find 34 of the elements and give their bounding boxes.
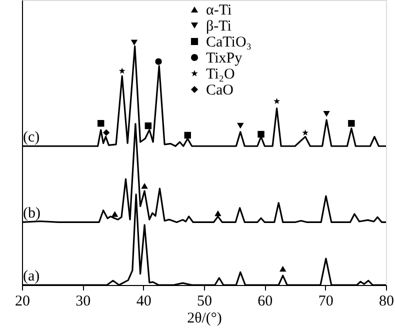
point xyxy=(130,40,138,46)
legend-label: CaO xyxy=(206,82,234,98)
point xyxy=(144,122,152,130)
point xyxy=(302,129,308,136)
legend-label: CaTiO₃ xyxy=(206,34,252,50)
point xyxy=(258,130,264,138)
point xyxy=(118,68,126,74)
point xyxy=(274,98,280,104)
annotation: (b) xyxy=(23,206,40,222)
point xyxy=(184,132,191,139)
point xyxy=(98,120,104,127)
x-tick-label: 40 xyxy=(136,294,152,310)
annotation: (a) xyxy=(23,268,40,284)
x-tick-label: 50 xyxy=(197,294,212,310)
point xyxy=(323,111,330,117)
point xyxy=(155,58,162,65)
point xyxy=(348,120,355,127)
point xyxy=(214,210,222,216)
x-axis-title: 2θ/(°) xyxy=(187,310,222,326)
point xyxy=(237,122,244,129)
x-tick-label: 80 xyxy=(379,294,394,310)
legend-label: β-Ti xyxy=(206,18,232,34)
point xyxy=(141,182,148,189)
x-tick-label: 20 xyxy=(15,294,30,310)
point xyxy=(280,266,286,272)
legend-label: TixPy xyxy=(206,50,243,66)
legend-label: α-Ti xyxy=(206,2,232,18)
legend-label: Ti₂O xyxy=(206,66,236,82)
annotation: (c) xyxy=(23,129,40,146)
point xyxy=(102,129,110,136)
point xyxy=(111,211,118,217)
x-tick-label: 30 xyxy=(76,294,91,310)
x-tick-label: 60 xyxy=(258,294,273,310)
x-tick-label: 70 xyxy=(318,294,334,310)
